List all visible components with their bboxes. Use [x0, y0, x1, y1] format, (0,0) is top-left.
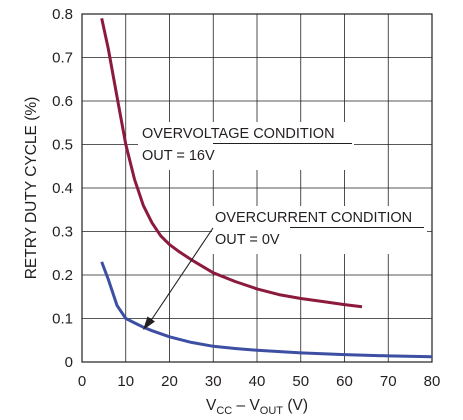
x-axis-label-tail: (V)	[283, 397, 308, 414]
x-axis-label-sub2: OUT	[260, 405, 284, 417]
y-tick-label: 0	[65, 354, 73, 371]
x-tick-label: 10	[117, 373, 134, 390]
x-tick-label: 30	[205, 373, 222, 390]
x-tick-label: 80	[424, 373, 441, 390]
overcurrent-arrow	[149, 227, 214, 323]
x-axis-label-main: V	[206, 397, 217, 414]
overvoltage-series-line	[100, 17, 363, 309]
y-tick-label: 0.2	[52, 267, 73, 284]
overcurrent-annotation-line1: OVERCURRENT CONDITION	[215, 210, 412, 226]
y-tick-label: 0.3	[52, 224, 73, 241]
annotations: OVERVOLTAGE CONDITION OUT = 16V OVERCURR…	[138, 122, 427, 330]
y-axis-label: RETRY DUTY CYCLE (%)	[23, 97, 40, 280]
y-tick-label: 0.5	[52, 137, 73, 154]
series-layer	[100, 17, 433, 359]
x-axis-label-sub1: CC	[216, 405, 232, 417]
y-tick-label: 0.8	[52, 6, 73, 23]
overvoltage-annotation-line1: OVERVOLTAGE CONDITION	[142, 126, 335, 142]
x-tick-label: 20	[161, 373, 178, 390]
x-tick-label: 60	[336, 373, 353, 390]
x-tick-label: 40	[249, 373, 266, 390]
x-tick-label: 70	[380, 373, 397, 390]
overcurrent-series-line	[100, 261, 433, 359]
y-tick-label: 0.4	[52, 180, 73, 197]
overvoltage-annotation-background	[138, 122, 354, 170]
x-tick-label: 50	[292, 373, 309, 390]
x-axis-label-mid: – V	[232, 397, 260, 414]
x-axis-label: VCC – VOUT (V)	[206, 397, 308, 417]
x-tick-labels: 0 10 20 30 40 50 60 70 80	[78, 373, 441, 390]
plot-frame	[81, 13, 433, 363]
overvoltage-annotation-line2: OUT = 16V	[142, 148, 215, 164]
y-tick-labels: 0 0.1 0.2 0.3 0.4 0.5 0.6 0.7 0.8	[52, 6, 73, 371]
y-tick-label: 0.7	[52, 50, 73, 67]
arrowhead-icon	[143, 316, 155, 330]
x-tick-label: 0	[78, 373, 86, 390]
overcurrent-annotation-line2: OUT = 0V	[215, 232, 280, 248]
overcurrent-annotation-background	[212, 206, 427, 254]
y-tick-label: 0.6	[52, 93, 73, 110]
grid	[82, 14, 432, 362]
y-tick-label: 0.1	[52, 311, 73, 328]
